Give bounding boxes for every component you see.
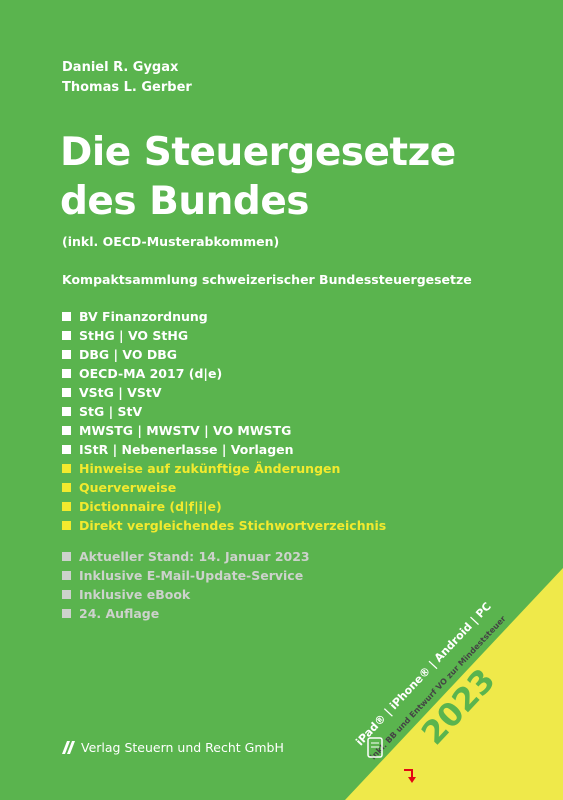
list-item: Hinweise auf zukünftige Änderungen: [62, 459, 386, 478]
list-item: DBG | VO DBG: [62, 345, 294, 364]
list-item: OECD-MA 2017 (d|e): [62, 364, 294, 383]
bullet-square-icon: [62, 331, 71, 340]
author-2: Thomas L. Gerber: [62, 80, 192, 95]
list-item: 24. Auflage: [62, 604, 310, 623]
title-line-2: des Bundes: [60, 179, 309, 224]
list-item: StG | StV: [62, 402, 294, 421]
list-item: StHG | VO StHG: [62, 326, 294, 345]
bullet-square-icon: [62, 350, 71, 359]
list-item: Direkt vergleichendes Stichwortverzeichn…: [62, 516, 386, 535]
author-1: Daniel R. Gygax: [62, 60, 179, 75]
bullet-square-icon: [62, 521, 71, 530]
list-item: Dictionnaire (d|f|i|e): [62, 497, 386, 516]
bullet-square-icon: [62, 502, 71, 511]
list-item: Inklusive E-Mail-Update-Service: [62, 566, 310, 585]
list-item: BV Finanzordnung: [62, 307, 294, 326]
publisher-logo-icon: [62, 741, 75, 754]
bullet-square-icon: [62, 571, 71, 580]
bullet-square-icon: [62, 388, 71, 397]
bullet-square-icon: [62, 312, 71, 321]
list-item: Aktueller Stand: 14. Januar 2023: [62, 547, 310, 566]
authors: Daniel R. Gygax Thomas L. Gerber: [62, 58, 192, 98]
title-line-1: Die Steuergesetze: [60, 130, 456, 175]
bullet-square-icon: [62, 426, 71, 435]
features-list: Hinweise auf zukünftige Änderungen Querv…: [62, 459, 386, 535]
publisher-name: Verlag Steuern und Recht GmbH: [81, 740, 284, 755]
list-item: MWSTG | MWSTV | VO MWSTG: [62, 421, 294, 440]
publisher: Verlag Steuern und Recht GmbH: [62, 740, 284, 755]
bullet-square-icon: [62, 590, 71, 599]
bullet-square-icon: [62, 464, 71, 473]
list-item: Querverweise: [62, 478, 386, 497]
info-list: Aktueller Stand: 14. Januar 2023 Inklusi…: [62, 547, 310, 623]
corner-banner-background: [345, 568, 563, 800]
list-item: Inklusive eBook: [62, 585, 310, 604]
red-arrow-icon: [404, 769, 416, 783]
contents-list: BV Finanzordnung StHG | VO StHG DBG | VO…: [62, 307, 294, 459]
description: Kompaktsammlung schweizerischer Bundesst…: [62, 272, 472, 287]
bullet-square-icon: [62, 445, 71, 454]
device-icon: [367, 737, 383, 758]
book-title: Die Steuergesetze des Bundes: [60, 128, 456, 226]
bullet-square-icon: [62, 369, 71, 378]
bullet-square-icon: [62, 609, 71, 618]
list-item: VStG | VStV: [62, 383, 294, 402]
subtitle: (inkl. OECD-Musterabkommen): [62, 234, 280, 249]
bullet-square-icon: [62, 407, 71, 416]
list-item: IStR | Nebenerlasse | Vorlagen: [62, 440, 294, 459]
bullet-square-icon: [62, 483, 71, 492]
bullet-square-icon: [62, 552, 71, 561]
